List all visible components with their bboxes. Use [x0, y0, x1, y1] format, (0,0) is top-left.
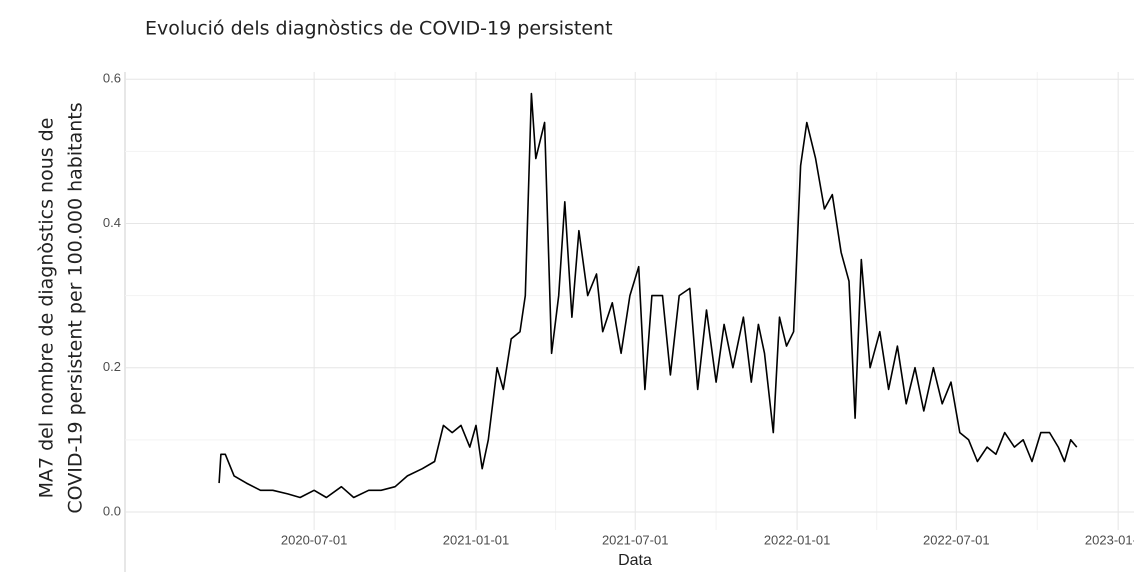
- y-tick-label: 0.2: [103, 359, 121, 374]
- x-tick-label: 2020-07-01: [281, 532, 348, 547]
- x-tick-label: 2021-07-01: [602, 532, 669, 547]
- chart-title: Evolució dels diagnòstics de COVID-19 pe…: [145, 18, 613, 40]
- y-tick-label: 0.0: [103, 503, 121, 518]
- y-axis-label: MA7 del nombre de diagnòstics nous de: [36, 118, 58, 499]
- x-axis-label: Data: [618, 552, 652, 569]
- y-axis-label: COVID-19 persistent per 100.000 habitant…: [65, 102, 87, 513]
- x-tick-label: 2021-01-01: [443, 532, 510, 547]
- data-line: [218, 92, 1078, 499]
- y-tick-label: 0.4: [103, 215, 121, 230]
- x-tick-label: 2022-01-01: [764, 532, 831, 547]
- y-tick-label: 0.6: [103, 71, 121, 86]
- x-tick-label: 2022-07-01: [923, 532, 990, 547]
- plot-area: [125, 72, 1134, 530]
- x-tick-label: 2023-01-01: [1085, 532, 1134, 547]
